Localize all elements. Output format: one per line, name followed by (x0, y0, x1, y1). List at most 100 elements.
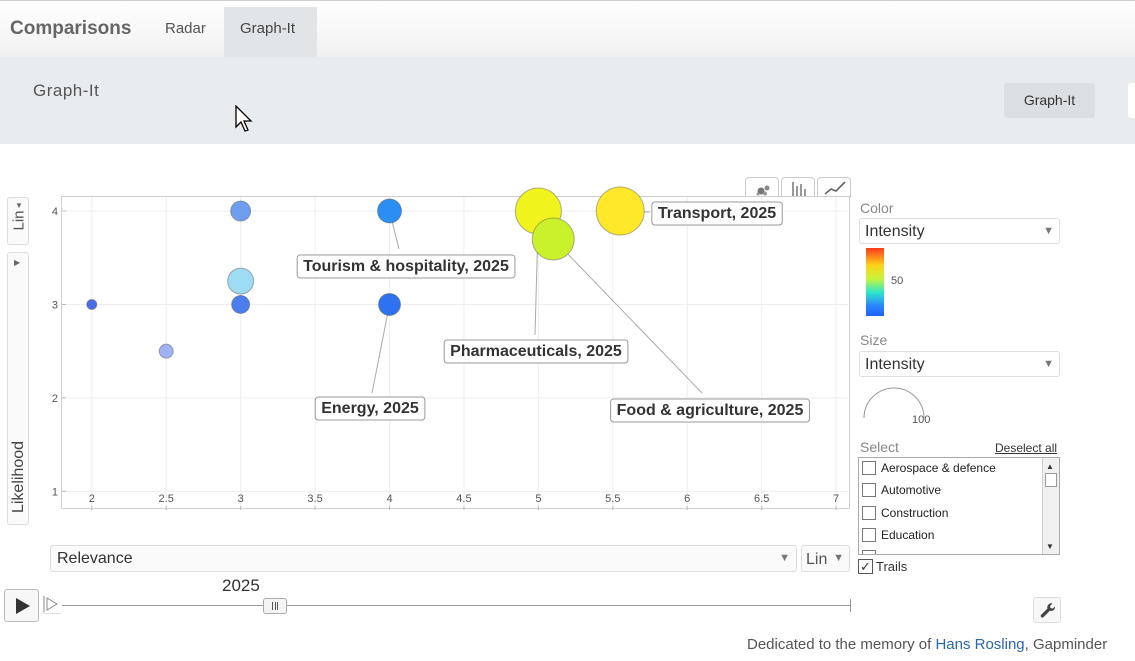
checkbox[interactable] (862, 461, 876, 475)
x-indicator-selector[interactable]: Relevance ▼ (50, 545, 797, 572)
scroll-up-icon[interactable]: ▲ (1046, 462, 1054, 471)
checkbox[interactable] (862, 528, 876, 542)
top-navigation-bar: Comparisons Radar Graph-It (0, 0, 1135, 58)
bubble-label-box (651, 201, 783, 226)
checkbox[interactable] (862, 506, 876, 520)
bubble-label-box (610, 398, 810, 423)
checkbox[interactable] (862, 550, 876, 554)
x-tick-label: 4 (386, 493, 392, 505)
graph-it-button[interactable]: Graph-It (1004, 83, 1095, 118)
grip-icon (272, 602, 279, 610)
size-section-label: Size (860, 332, 888, 348)
x-tick-label: 3 (238, 493, 244, 505)
chevron-down-icon: ▼ (1043, 225, 1054, 237)
data-bubble (378, 292, 402, 316)
size-indicator-dropdown[interactable]: Intensity ▼ (859, 351, 1060, 377)
bubble-chart-mode-button[interactable] (745, 177, 779, 198)
app-brand[interactable]: Comparisons (10, 18, 132, 39)
play-button[interactable] (4, 589, 39, 622)
tab-graph-it[interactable]: Graph-It (224, 7, 317, 58)
data-bubble (230, 200, 252, 222)
hans-rosling-link[interactable]: Hans Rosling (935, 636, 1025, 653)
data-bubble (231, 294, 251, 314)
data-bubble (158, 343, 174, 359)
bubble-label-box (296, 254, 516, 279)
color-legend-gradient[interactable] (866, 248, 884, 316)
y-scale-label: Lin (10, 210, 28, 231)
scroll-thumb[interactable] (1045, 473, 1057, 487)
timeline-track[interactable] (62, 605, 851, 606)
timeline-track-end (850, 599, 851, 612)
x-tick-label: 5 (535, 493, 541, 505)
bubble-label: Pharmaceuticals, 2025 (450, 343, 622, 360)
bubble-label: Food & agriculture, 2025 (617, 402, 804, 419)
list-item-label: Education (881, 528, 935, 542)
list-item-label: Automotive (881, 483, 942, 497)
wrench-icon (1040, 603, 1056, 618)
play-icon (16, 598, 30, 614)
page-header: Graph-It Graph-It (0, 57, 1135, 144)
chevron-down-icon: ▼ (779, 552, 790, 564)
bubble-label-box (314, 396, 426, 421)
x-tick-label: 4.5 (456, 493, 471, 505)
bubble-label: Transport, 2025 (658, 205, 776, 222)
color-indicator-value: Intensity (865, 223, 925, 240)
bar-chart-mode-button[interactable] (781, 177, 815, 198)
list-item-label: Aerospace & defence (881, 461, 996, 475)
y-tick-label: 2 (52, 393, 58, 405)
timeline-year-label: 2025 (222, 576, 260, 595)
y-axis-label: Likelihood (10, 440, 27, 514)
data-bubble (86, 298, 98, 310)
header-side-panel-edge[interactable] (1128, 83, 1135, 118)
x-tick-label: 5.5 (605, 493, 620, 505)
footer-suffix: , Gapminder (1024, 636, 1108, 653)
chart-mode-switcher (745, 177, 852, 198)
y-tick-label: 1 (52, 486, 58, 498)
bubble-label-box (443, 339, 629, 364)
x-axis-label: Relevance (57, 550, 133, 567)
x-tick-label: 2.5 (159, 493, 174, 505)
trails-checkbox[interactable]: ✓ (858, 559, 873, 574)
data-bubble (227, 267, 255, 295)
color-legend-tick: 50 (891, 275, 904, 287)
line-chart-icon (824, 181, 846, 195)
data-bubble (595, 186, 645, 236)
scroll-down-icon[interactable]: ▼ (1046, 542, 1054, 551)
page-title: Graph-It (33, 81, 100, 100)
x-tick-label: 7 (833, 493, 839, 505)
color-section-label: Color (860, 200, 894, 216)
deselect-all-link[interactable]: Deselect all (995, 441, 1058, 455)
size-legend-arc (863, 387, 925, 419)
bubble-chart-icon (756, 185, 770, 196)
bubble-label: Energy, 2025 (321, 400, 419, 417)
callout-line (552, 238, 703, 394)
color-indicator-dropdown[interactable]: Intensity ▼ (859, 218, 1060, 244)
mouse-cursor-icon (235, 105, 253, 132)
footer-prefix: Dedicated to the memory of (747, 636, 936, 653)
x-tick-label: 6 (684, 493, 690, 505)
callout-line (371, 304, 390, 394)
list-scrollbar[interactable]: ▲ ▼ (1042, 458, 1059, 554)
x-scale-label: Lin (806, 551, 828, 568)
step-forward-icon[interactable] (42, 594, 62, 614)
bar-chart-icon (792, 182, 806, 197)
chevron-down-icon: ▼ (833, 552, 844, 564)
checkbox[interactable] (862, 483, 876, 497)
y-tick-label: 4 (52, 206, 58, 218)
bubble-chart: 2 2.5 3 3.5 4 4.5 5 5.5 6 6.5 7 1 2 3 4 Tourism & hospi… (52, 186, 851, 510)
timeline-slider-handle[interactable] (263, 598, 288, 614)
footer-credit: Dedicated to the memory of Hans Rosling,… (747, 636, 1107, 653)
tab-radar[interactable]: Radar (165, 20, 206, 37)
y-indicator-selector[interactable]: ▶ Likelihood (7, 252, 29, 525)
y-tick-label: 3 (52, 299, 58, 311)
data-bubble (377, 198, 403, 224)
line-chart-mode-button[interactable] (817, 177, 851, 198)
bubble-chart-canvas: 2 2.5 3 3.5 4 4.5 5 5.5 6 6.5 7 1 2 3 4 Tourism & hospi… (52, 186, 851, 510)
x-scale-selector[interactable]: Lin ▼ (801, 545, 850, 572)
trails-label: Trails (876, 559, 908, 574)
data-bubble (531, 217, 575, 261)
entity-select-list[interactable]: Aerospace & defence Automotive Construct… (858, 457, 1060, 555)
settings-button[interactable] (1033, 597, 1061, 623)
y-scale-selector[interactable]: ▼ Lin (7, 197, 29, 245)
size-legend-tick: 100 (912, 414, 931, 426)
